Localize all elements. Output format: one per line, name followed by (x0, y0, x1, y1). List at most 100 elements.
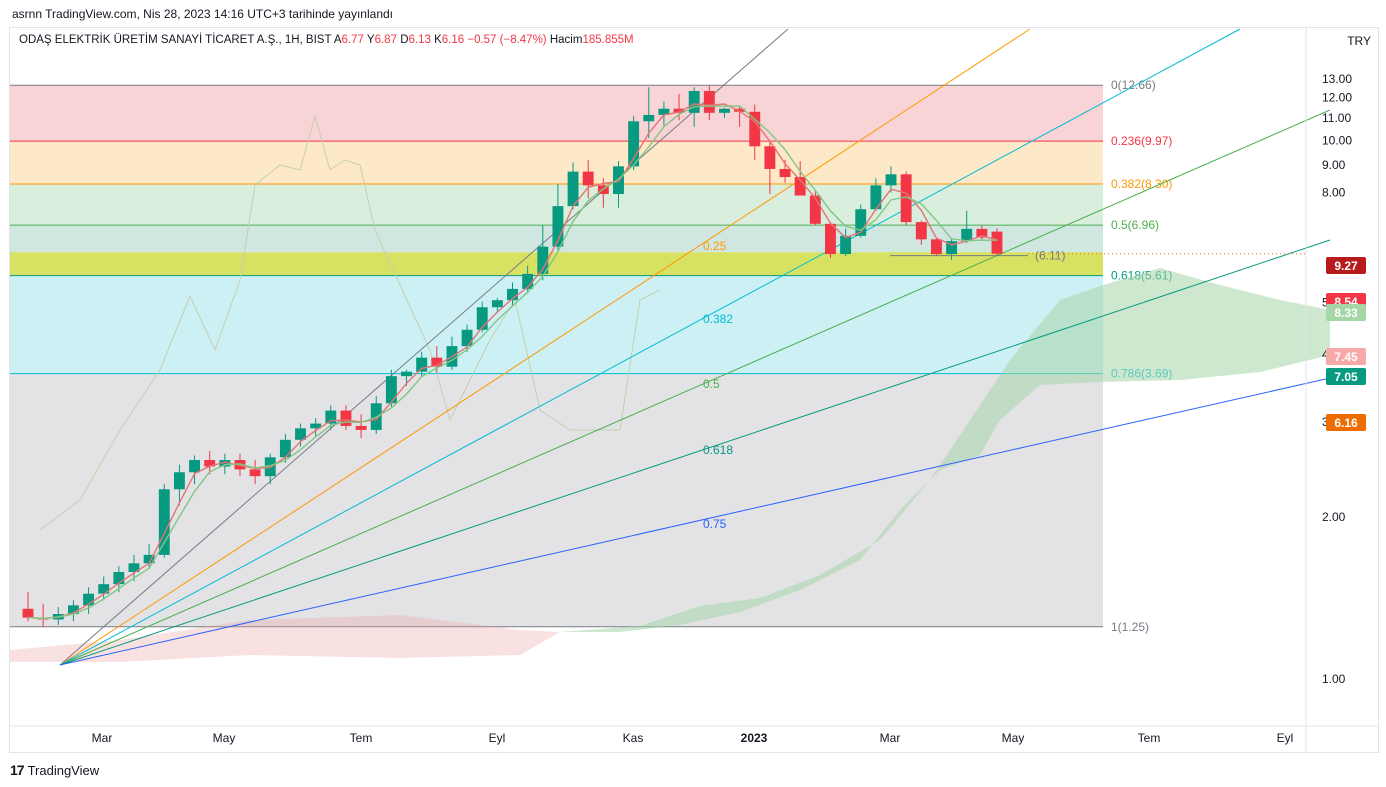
candle-body (946, 241, 958, 255)
time-tick: 2023 (741, 731, 768, 745)
price-badge-value: 7.45 (1334, 350, 1358, 364)
close-value: 6.16 (441, 34, 465, 46)
candle-body (976, 228, 988, 238)
open-value: 6.77 (341, 34, 364, 46)
candle-body (113, 571, 125, 585)
price-badge-value: 8.33 (1334, 306, 1358, 320)
fan-label: 0.5 (703, 377, 720, 391)
candle-body (416, 357, 428, 372)
candle-body (522, 273, 534, 289)
symbol-name[interactable]: ODAŞ ELEKTRİK ÜRETİM SANAYİ TİCARET A.Ş.… (19, 34, 332, 46)
candle-body (930, 239, 942, 255)
candle-body (98, 584, 110, 594)
fib-zone (10, 275, 1103, 374)
low-label: D (400, 34, 409, 46)
candle-body (552, 206, 564, 247)
candle-body (991, 231, 1003, 254)
tradingview-logo-icon: 17 (10, 762, 25, 778)
candle-body (295, 428, 306, 440)
candle-body (385, 376, 397, 404)
candle-body (461, 329, 473, 347)
price-badge-value: 9.27 (1334, 259, 1358, 273)
tradingview-logo[interactable]: 17 TradingView (10, 762, 99, 778)
currency-label[interactable]: TRY (1347, 34, 1371, 48)
time-tick: Eyl (489, 731, 506, 745)
price-badge (1326, 257, 1366, 274)
candle-body (840, 235, 852, 255)
candle-body (537, 246, 549, 274)
candle-body (22, 608, 34, 618)
fan-line (59, 239, 1331, 666)
candle-body (507, 288, 518, 301)
fib-level-label: 0.382(8.30) (1111, 177, 1172, 191)
candle-body (900, 174, 912, 223)
candle-body (961, 228, 973, 242)
fan-line (59, 377, 1331, 666)
time-tick: May (1002, 731, 1025, 745)
fan-line (59, 28, 1241, 666)
candle-body (643, 114, 655, 122)
price-badge (1326, 368, 1366, 385)
candle-body (491, 300, 503, 308)
candle-body (158, 489, 170, 555)
price-tick: 8.00 (1322, 186, 1346, 200)
candle-body (719, 108, 730, 113)
moving-average-slow (27, 105, 997, 620)
candle-body (915, 222, 927, 240)
candle-body (825, 223, 836, 255)
tradingview-logo-text: TradingView (27, 762, 100, 778)
ichimoku-cloud-red (10, 615, 560, 662)
candle-body (340, 410, 352, 426)
fib-zone (10, 141, 1103, 184)
fib-level-label: 1(1.25) (1111, 620, 1149, 634)
candle-body (219, 460, 231, 467)
fan-label: 0.75 (703, 517, 727, 531)
candle-body (673, 108, 685, 113)
candle-body (355, 425, 367, 430)
change-value: −0.57 (−8.47%) (467, 34, 547, 46)
candle-body (749, 111, 761, 147)
high-label: Y (366, 34, 375, 46)
candle-body (83, 593, 95, 606)
lagging-line (39, 114, 661, 531)
candle-body (628, 121, 640, 167)
price-tick: 9.00 (1322, 158, 1346, 172)
candle-body (688, 90, 700, 113)
price-badge (1326, 304, 1366, 321)
price-tick: 10.00 (1322, 133, 1352, 147)
candle-body (764, 146, 776, 169)
close-label: K (434, 34, 442, 46)
candle-body (279, 439, 291, 458)
candle-body (128, 563, 140, 572)
fib-zone (10, 85, 1103, 142)
candle-body (67, 605, 79, 615)
price-tick: 2.00 (1322, 510, 1346, 524)
open-label: A (333, 34, 342, 46)
candle-body (401, 371, 412, 377)
chart-frame (9, 27, 1379, 753)
price-badge-value: 7.05 (1334, 370, 1358, 384)
volume-value: 185.855M (582, 34, 634, 46)
time-tick: May (213, 731, 236, 745)
fib-zone-highlight (10, 252, 1103, 276)
low-value: 6.13 (408, 34, 431, 46)
candle-body (431, 357, 443, 367)
price-badge (1326, 414, 1366, 431)
fan-label: 0.25 (703, 239, 727, 253)
high-value: 6.87 (374, 34, 397, 46)
time-tick: Mar (880, 731, 901, 745)
price-badge (1326, 348, 1366, 365)
candle-body (189, 460, 200, 473)
fib-zone (10, 373, 1103, 627)
candle-body (582, 171, 594, 186)
time-tick: Eyl (1277, 731, 1294, 745)
fan-label: 0.382 (703, 312, 733, 326)
candle-body (734, 108, 746, 112)
candle-body (658, 108, 670, 115)
candle-body (249, 469, 261, 477)
time-tick: Mar (92, 731, 113, 745)
candle-body (325, 410, 337, 424)
price-tick: 13.00 (1322, 72, 1352, 86)
price-tick: 1.00 (1322, 672, 1346, 686)
